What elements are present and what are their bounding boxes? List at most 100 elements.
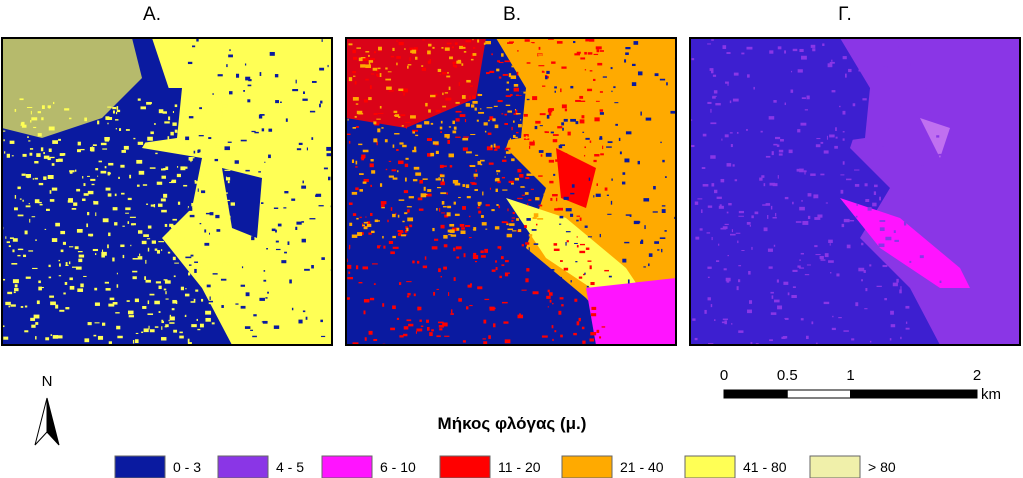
map-patch (116, 109, 121, 113)
map-patch (720, 227, 727, 230)
map-patch (36, 300, 40, 305)
map-patch (107, 117, 113, 120)
map-patch (535, 223, 538, 226)
map-patch (358, 281, 363, 284)
map-patch (160, 198, 166, 202)
map-patch (640, 241, 644, 244)
map-patch (385, 67, 388, 70)
map-patch (600, 153, 604, 156)
map-patch (509, 138, 511, 141)
map-patch (888, 257, 891, 261)
map-patch (436, 335, 441, 338)
map-patch (187, 116, 190, 119)
map-patch (32, 267, 38, 270)
map-patch (558, 223, 562, 225)
map-patch (92, 248, 99, 252)
map-patch (928, 304, 930, 306)
map-patch (200, 259, 207, 262)
map-patch (522, 128, 526, 132)
map-patch (205, 310, 212, 315)
map-patch (729, 100, 732, 104)
map-patch (390, 251, 395, 255)
map-patch (263, 279, 267, 282)
map-patch (161, 321, 164, 324)
map-patch (691, 58, 695, 61)
map-patch (591, 313, 597, 317)
map-patch (328, 176, 331, 181)
map-patch (725, 81, 729, 84)
map-patch (564, 162, 568, 166)
map-patch (526, 98, 530, 101)
map-patch (746, 128, 748, 131)
map-patch (399, 231, 404, 233)
map-patch (119, 128, 122, 131)
map-patch (212, 278, 218, 283)
map-patch (558, 145, 563, 149)
map-patch (664, 176, 667, 178)
map-patch (396, 149, 399, 151)
map-patch (442, 105, 447, 108)
map-patch (538, 46, 541, 50)
map-patch (470, 85, 474, 87)
map-patch (374, 122, 380, 126)
map-patch (714, 189, 718, 194)
map-patch (831, 90, 836, 93)
map-patch (390, 327, 396, 331)
scale-segment (786, 389, 851, 399)
map-patch (565, 242, 567, 246)
map-patch (405, 121, 411, 123)
map-patch (517, 168, 522, 173)
map-patch (470, 104, 475, 108)
map-patch (258, 171, 261, 173)
map-patch (246, 189, 248, 192)
map-patch (184, 256, 189, 261)
map-patch (518, 229, 522, 232)
map-patch (184, 314, 187, 319)
map-patch (711, 183, 715, 187)
map-patch (738, 215, 744, 217)
map-patch (112, 302, 118, 305)
map-patch (544, 165, 548, 170)
map-patch (865, 288, 868, 292)
map-patch (570, 280, 572, 283)
map-patch (593, 78, 596, 81)
map-patch (38, 286, 42, 291)
map-patch (848, 68, 852, 73)
map-patch (8, 245, 11, 248)
map-patch (371, 170, 376, 174)
map-patch (477, 161, 482, 165)
map-patch (760, 130, 763, 133)
map-patch (161, 249, 163, 252)
map-patch (20, 306, 24, 308)
map-patch (378, 220, 380, 222)
map-patch (517, 197, 523, 200)
map-patch (162, 111, 167, 114)
map-patch (579, 250, 586, 254)
map-patch (722, 226, 728, 229)
map-patch (190, 265, 194, 268)
map-patch (554, 330, 557, 333)
map-patch (68, 117, 72, 120)
map-patch (388, 90, 394, 92)
map-patch (30, 120, 32, 123)
map-patch (506, 81, 510, 84)
map-patch (477, 39, 480, 43)
map-patch (504, 123, 509, 125)
map-patch (453, 201, 456, 205)
map-patch (14, 195, 17, 199)
map-patch (433, 291, 436, 296)
map-patch (352, 213, 357, 216)
map-patch (455, 246, 462, 250)
map-patch (227, 141, 232, 143)
legend-label: 11 - 20 (498, 459, 541, 475)
map-patch (863, 269, 866, 273)
map-patch (584, 272, 586, 275)
map-patch (176, 236, 178, 240)
map-patch (32, 178, 34, 180)
map-patch (860, 55, 867, 58)
map-patch (33, 314, 40, 319)
map-patch (546, 70, 550, 74)
map-patch (497, 60, 501, 63)
map-patch (158, 241, 165, 243)
